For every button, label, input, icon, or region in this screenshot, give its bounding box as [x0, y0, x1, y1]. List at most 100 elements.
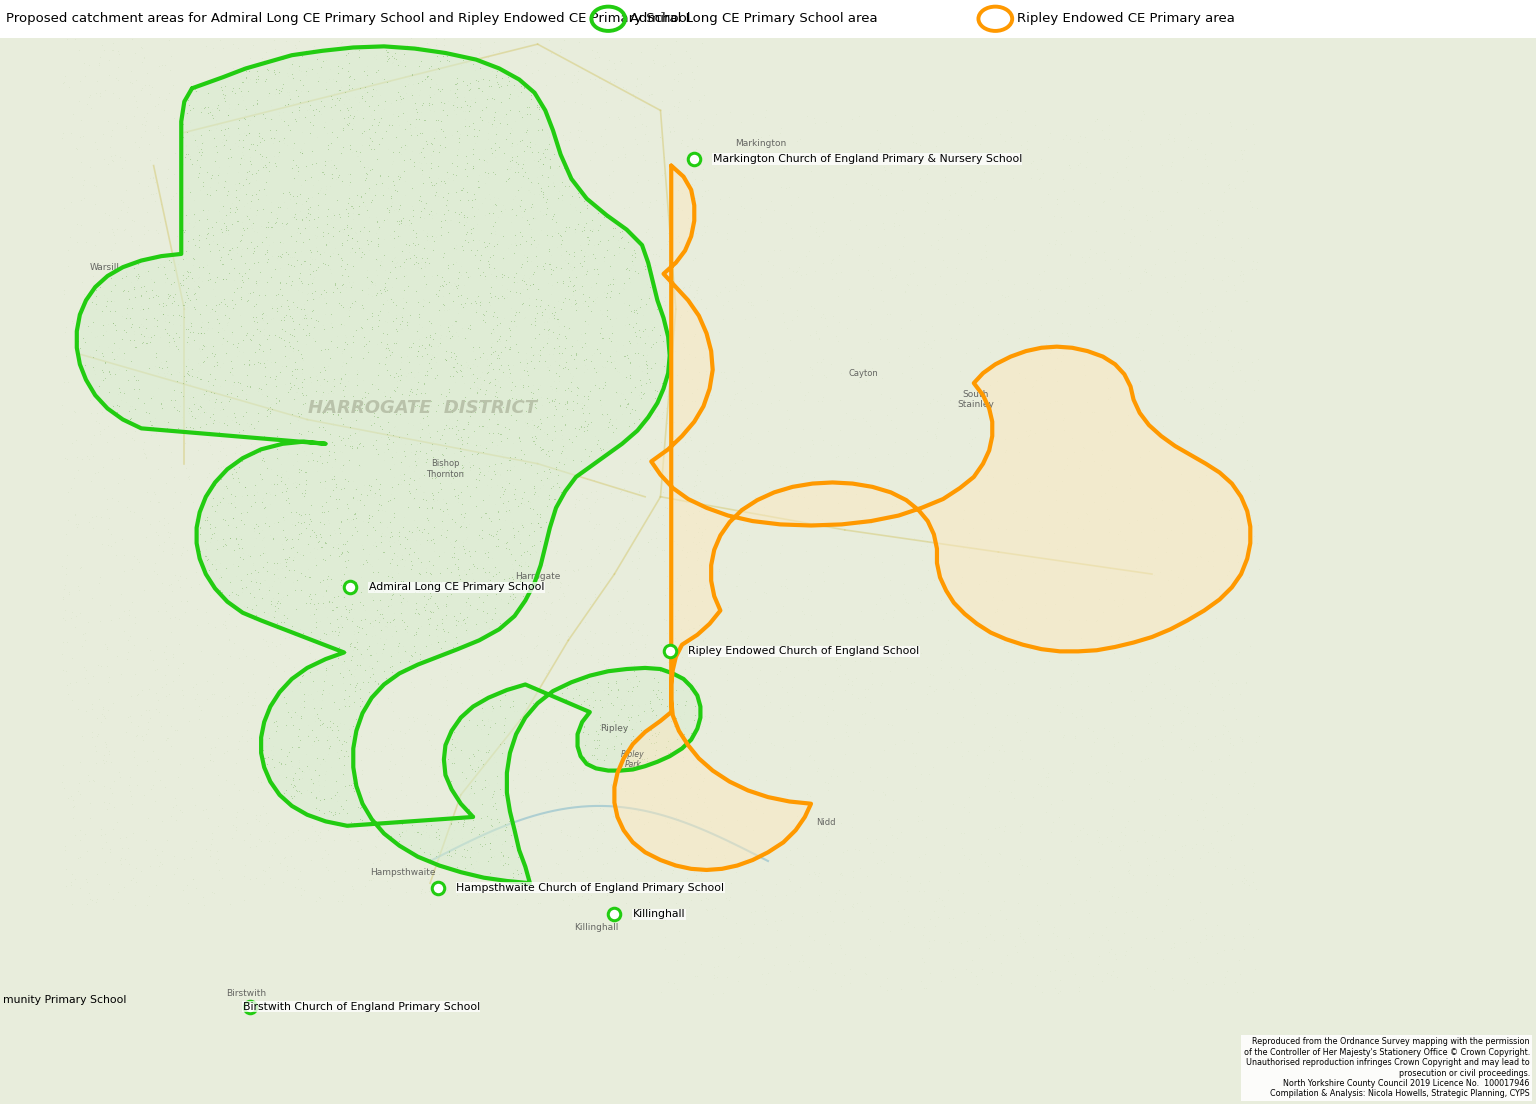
Point: [464, 498, 488, 516]
Point: [244, 206, 269, 224]
Point: [770, 577, 794, 595]
Point: [627, 358, 651, 375]
Point: [264, 440, 289, 458]
Point: [353, 389, 378, 406]
Point: [343, 790, 367, 808]
Point: [551, 359, 576, 376]
Point: [442, 89, 467, 107]
Point: [917, 511, 942, 529]
Point: [680, 726, 705, 744]
Point: [306, 772, 330, 789]
Point: [994, 520, 1018, 538]
Point: [247, 380, 272, 397]
Point: [660, 576, 685, 594]
Point: [77, 88, 101, 106]
Point: [98, 138, 123, 156]
Point: [536, 527, 561, 544]
Point: [321, 789, 346, 807]
Point: [673, 934, 697, 952]
Point: [1215, 963, 1240, 980]
Point: [530, 182, 554, 200]
Point: [567, 113, 591, 130]
Point: [207, 402, 232, 420]
Point: [261, 474, 286, 491]
Point: [333, 559, 358, 576]
Point: [287, 57, 312, 75]
Point: [481, 360, 505, 378]
Point: [198, 516, 223, 533]
Point: [378, 647, 402, 665]
Point: [269, 43, 293, 61]
Point: [482, 149, 507, 167]
Point: [1241, 984, 1266, 1001]
Point: [900, 403, 925, 421]
Point: [415, 722, 439, 740]
Point: [361, 49, 386, 66]
Point: [115, 203, 140, 221]
Point: [515, 362, 539, 380]
Point: [327, 732, 352, 750]
Point: [478, 618, 502, 636]
Point: [112, 470, 137, 488]
Point: [296, 726, 321, 744]
Point: [95, 490, 120, 508]
Point: [101, 333, 126, 351]
Point: [379, 197, 404, 214]
Point: [214, 205, 238, 223]
Point: [568, 417, 593, 435]
Point: [1006, 866, 1031, 883]
Point: [1240, 198, 1264, 215]
Point: [777, 259, 802, 277]
Point: [496, 369, 521, 386]
Point: [306, 208, 330, 225]
Point: [166, 422, 190, 439]
Point: [359, 74, 384, 92]
Point: [425, 287, 450, 305]
Point: [833, 885, 857, 903]
Point: [246, 353, 270, 371]
Point: [104, 396, 129, 414]
Point: [65, 448, 89, 466]
Point: [684, 710, 708, 728]
Point: [1220, 941, 1244, 958]
Point: [306, 710, 330, 728]
Point: [1029, 777, 1054, 795]
Point: [551, 159, 576, 177]
Point: [430, 276, 455, 294]
Point: [579, 885, 604, 903]
Point: [290, 624, 315, 641]
Point: [1048, 983, 1072, 1000]
Point: [195, 614, 220, 631]
Point: [303, 268, 327, 286]
Point: [928, 348, 952, 365]
Point: [548, 421, 573, 438]
Point: [94, 289, 118, 307]
Point: [524, 297, 548, 315]
Point: [554, 679, 579, 697]
Point: [611, 200, 636, 217]
Point: [1232, 940, 1256, 957]
Point: [237, 125, 261, 142]
Point: [653, 296, 677, 314]
Point: [390, 320, 415, 338]
Point: [270, 131, 295, 149]
Point: [574, 337, 599, 354]
Point: [226, 212, 250, 230]
Point: [768, 544, 793, 562]
Point: [1166, 659, 1190, 677]
Point: [710, 736, 734, 754]
Point: [232, 355, 257, 373]
Point: [389, 211, 413, 229]
Point: [1149, 429, 1174, 447]
Point: [392, 282, 416, 299]
Point: [272, 220, 296, 237]
Point: [349, 799, 373, 817]
Point: [974, 917, 998, 935]
Point: [515, 669, 539, 687]
Point: [300, 444, 324, 461]
Point: [80, 668, 104, 686]
Point: [1209, 450, 1233, 468]
Point: [350, 388, 375, 405]
Point: [641, 85, 665, 103]
Point: [1000, 170, 1025, 188]
